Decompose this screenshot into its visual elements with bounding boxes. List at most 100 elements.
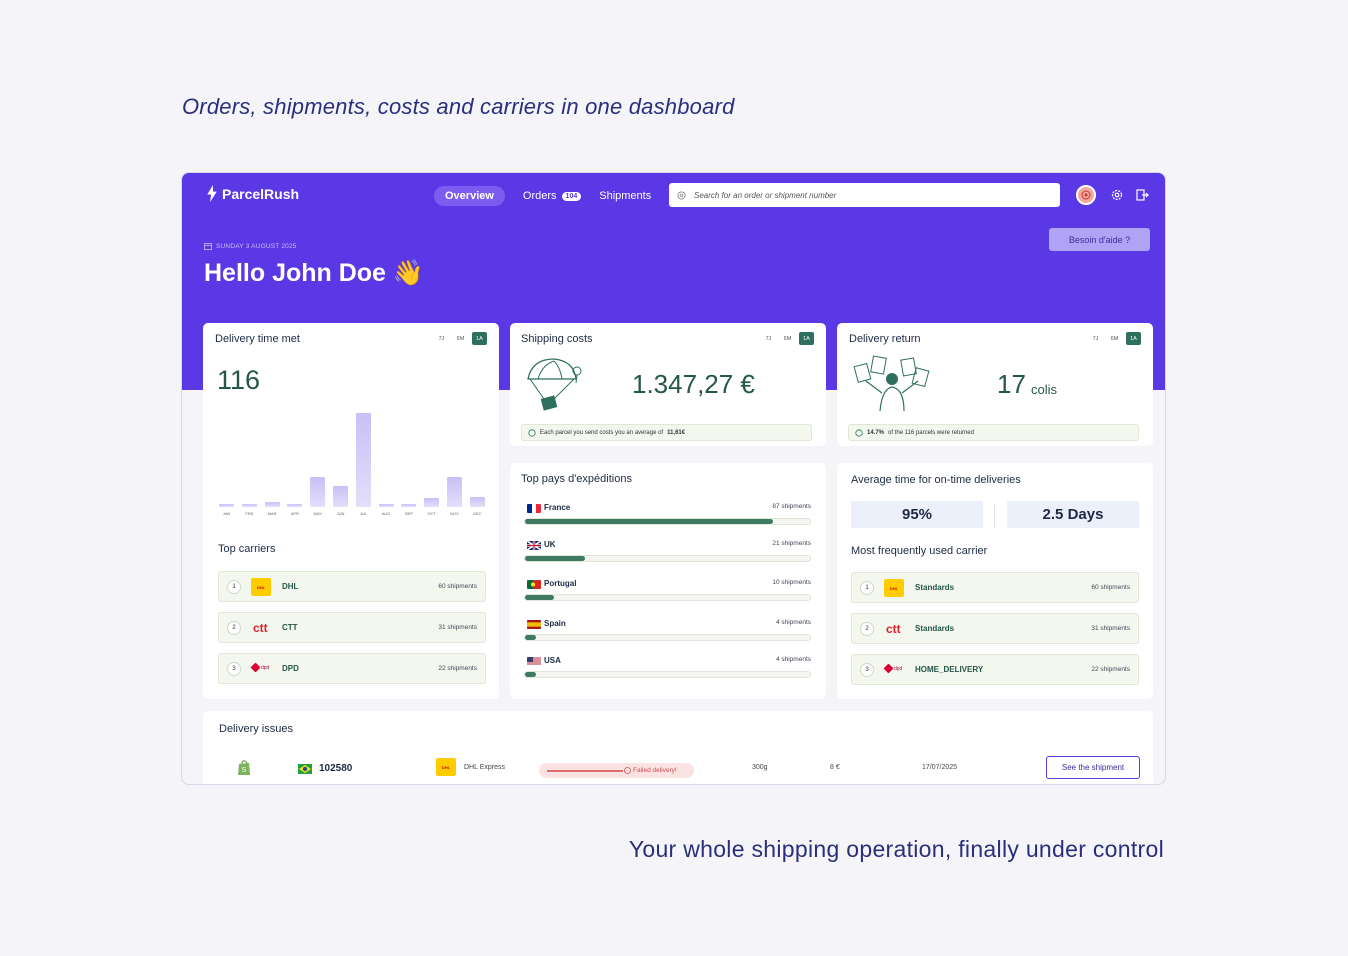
dhl-logo-icon: DHL: [884, 579, 904, 597]
period-7j[interactable]: 7J: [765, 335, 772, 342]
delivery-issues-card: Delivery issues S 102580 DHL DHL Express…: [203, 711, 1153, 784]
chart-month-label: JAN: [222, 511, 231, 516]
country-count: 21 shipments: [772, 540, 811, 547]
period-6m[interactable]: 6M: [456, 335, 465, 342]
tab-shipments[interactable]: Shipments: [599, 190, 651, 202]
country-count: 87 shipments: [772, 503, 811, 510]
help-button[interactable]: Besoin d'aide ?: [1049, 228, 1150, 251]
delivery-time-title: Delivery time met: [215, 333, 300, 345]
average-time-card: Average time for on-time deliveries 95% …: [837, 463, 1153, 699]
shipping-costs-card: Shipping costs 7J 6M 1A 1.347,27 € Each …: [510, 323, 826, 446]
top-countries-card: Top pays d'expéditions France 87 shipment…: [510, 463, 826, 699]
country-count: 4 shipments: [775, 619, 811, 626]
settings-icon[interactable]: [1107, 185, 1127, 205]
chart-bar: [424, 498, 440, 507]
pt-flag-icon: [527, 580, 541, 589]
period-7j[interactable]: 7J: [1092, 335, 1099, 342]
country-progress-track: [524, 555, 811, 562]
carrier-rank: 2: [227, 621, 241, 635]
carrier-row[interactable]: 1 DHL DHL 60 shipments: [218, 571, 486, 602]
average-days: 2.5 Days: [1007, 501, 1139, 528]
headline-top: Orders, shipments, costs and carriers in…: [182, 94, 735, 119]
period-1a[interactable]: 1A: [1126, 332, 1141, 345]
chart-month-label: FEB: [245, 511, 254, 516]
orders-count-badge: 104: [561, 191, 582, 201]
top-carriers-title: Top carriers: [218, 543, 276, 555]
monthly-bar-chart: JAN FEB MAR APR MAY JUN JUL AUG SEP OCT NOV DEC: [218, 403, 488, 523]
us-flag-icon: [527, 657, 541, 666]
app-logo[interactable]: ParcelRush: [206, 185, 299, 202]
carrier-row[interactable]: 3 dpd DPD 22 shipments: [218, 653, 486, 684]
country-count: 10 shipments: [772, 579, 811, 586]
support-avatar-icon[interactable]: [1076, 185, 1096, 205]
tab-overview-label: Overview: [445, 190, 494, 202]
period-switcher: 7J 6M 1A: [1088, 332, 1141, 345]
delivery-return-unit: colis: [1031, 382, 1058, 397]
carrier-count: 22 shipments: [1091, 666, 1130, 673]
delivery-time-value: 116: [217, 365, 261, 395]
carrier-row[interactable]: 3 dpd HOME_DELIVERY 22 shipments: [851, 654, 1139, 685]
dhl-logo-icon: DHL: [251, 578, 271, 596]
carrier-count: 60 shipments: [438, 583, 477, 590]
alert-icon: [624, 767, 631, 774]
fr-flag-icon: [527, 504, 541, 513]
carrier-name: DPD: [282, 664, 299, 673]
country-progress-track: [524, 671, 811, 678]
period-1a[interactable]: 1A: [472, 332, 487, 345]
returned-parcels-illustration: [853, 355, 930, 412]
logout-icon[interactable]: [1132, 185, 1152, 205]
country-row: France 87 shipments: [524, 503, 811, 527]
period-6m[interactable]: 6M: [1110, 335, 1119, 342]
chart-month-label: OCT: [427, 511, 436, 516]
chart-month-label: DEC: [473, 511, 482, 516]
carrier-name: DHL: [282, 582, 299, 591]
average-cost-value: 11,61€: [667, 429, 686, 436]
carrier-name: CTT: [282, 623, 298, 632]
shopify-icon: S: [238, 760, 250, 775]
tab-overview[interactable]: Overview: [434, 186, 505, 206]
greeting-title: Hello John Doe 👋: [204, 259, 425, 287]
period-1a[interactable]: 1A: [799, 332, 814, 345]
current-date: SUNDAY 3 AUGUST 2025: [204, 242, 297, 250]
dashboard-window: ParcelRush Overview Orders 104 Shipments …: [181, 172, 1166, 785]
search-icon: [677, 190, 686, 200]
carrier-rank: 2: [860, 622, 874, 636]
carrier-row[interactable]: 2 ctt CTT 31 shipments: [218, 612, 486, 643]
tab-shipments-label: Shipments: [599, 190, 652, 202]
dpd-logo-text: dpd: [261, 664, 270, 671]
average-time-title: Average time for on-time deliveries: [851, 474, 1021, 486]
shipping-costs-title: Shipping costs: [521, 333, 593, 345]
chart-bar: [447, 477, 462, 507]
calendar-icon: [204, 243, 212, 250]
period-7j[interactable]: 7J: [438, 335, 445, 342]
country-progress-track: [524, 594, 811, 601]
carrier-row[interactable]: 2 ctt Standards 31 shipments: [851, 613, 1139, 644]
see-shipment-button[interactable]: See the shipment: [1046, 756, 1140, 779]
issue-row[interactable]: S 102580 DHL DHL Express Failed delivery…: [203, 753, 1153, 783]
country-progress-fill: [525, 519, 773, 524]
chart-bar: [469, 497, 485, 507]
country-name: Portugal: [544, 579, 577, 588]
chart-bar: [355, 413, 371, 507]
main-nav: Overview Orders 104 Shipments: [434, 186, 651, 206]
chart-bar: [264, 502, 280, 507]
chart-bar: [333, 486, 348, 507]
carrier-row[interactable]: 1 DHL Standards 60 shipments: [851, 572, 1139, 603]
search-input[interactable]: [694, 190, 1034, 200]
period-6m[interactable]: 6M: [783, 335, 792, 342]
carrier-count: 60 shipments: [1091, 584, 1130, 591]
delivery-return-value: 17: [997, 369, 1026, 399]
chart-month-label: SEP: [404, 511, 413, 516]
return-rate-value: 14.7%: [867, 429, 885, 436]
country-progress-track: [524, 518, 811, 525]
dpd-logo-icon: dpd: [250, 662, 270, 673]
tab-orders[interactable]: Orders 104: [523, 190, 582, 202]
stat-divider: [994, 503, 995, 527]
country-progress-track: [524, 634, 811, 641]
chart-month-label: MAR: [267, 511, 277, 516]
chart-bar: [310, 477, 326, 507]
frequent-carrier-title: Most frequently used carrier: [851, 545, 988, 557]
issue-carrier: DHL Express: [464, 764, 505, 771]
chart-month-label: NOV: [450, 511, 459, 516]
failed-status-text: Failed delivery!: [633, 767, 677, 774]
